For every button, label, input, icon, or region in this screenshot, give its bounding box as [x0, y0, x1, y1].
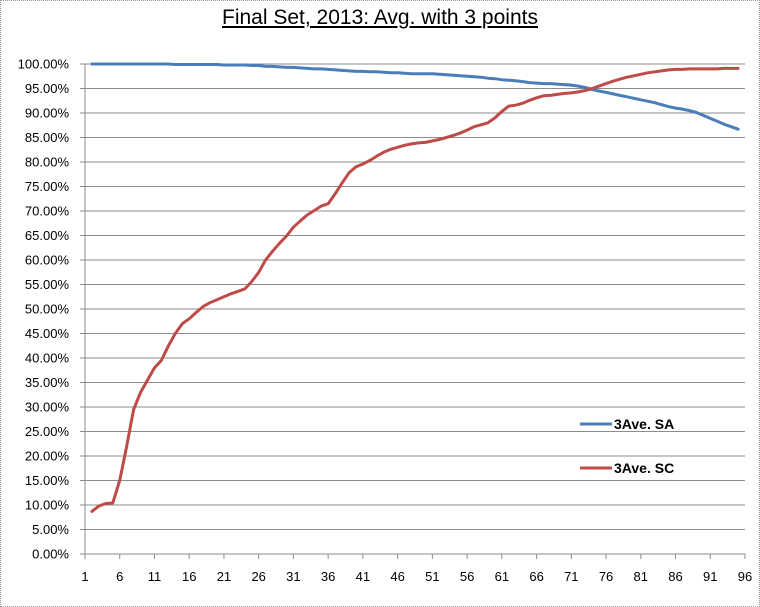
legend: 3Ave. SA 3Ave. SC	[580, 416, 674, 476]
y-tick-label: 80.00%	[25, 155, 70, 170]
y-tick-label: 75.00%	[25, 179, 70, 194]
x-tick-label: 81	[634, 569, 648, 584]
series-line-sc	[90, 66, 740, 513]
y-tick-label: 95.00%	[25, 81, 70, 96]
y-tick-label: 70.00%	[25, 204, 70, 219]
y-tick-label: 50.00%	[25, 302, 70, 317]
y-tick-label: 25.00%	[25, 424, 70, 439]
y-tick-label: 30.00%	[25, 400, 70, 415]
x-tick-label: 41	[356, 569, 370, 584]
x-tick-label: 96	[738, 569, 752, 584]
series-lines	[90, 62, 740, 513]
x-tick-label: 66	[529, 569, 543, 584]
x-tick-label: 76	[599, 569, 613, 584]
chart-title: Final Set, 2013: Avg. with 3 points	[222, 6, 538, 29]
y-tick-label: 15.00%	[25, 473, 70, 488]
y-tick-label: 85.00%	[25, 130, 70, 145]
y-tick-label: 10.00%	[25, 498, 70, 513]
series-line-sa	[90, 62, 740, 131]
axes	[84, 64, 745, 555]
y-tick-label: 0.00%	[32, 547, 69, 562]
x-tick-label: 31	[286, 569, 300, 584]
y-tick-label: 5.00%	[32, 522, 69, 537]
y-tick-label: 20.00%	[25, 449, 70, 464]
x-tick-label: 6	[116, 569, 123, 584]
x-tick-label: 71	[564, 569, 578, 584]
x-tick-label: 21	[217, 569, 231, 584]
y-tick-label: 35.00%	[25, 375, 70, 390]
legend-label: 3Ave. SA	[614, 416, 674, 432]
y-axis-tick-labels: 0.00% 5.00% 10.00% 15.00% 20.00% 25.00% 30.00%…	[18, 57, 70, 562]
y-tick-label: 100.00%	[18, 57, 70, 72]
y-tick-label: 60.00%	[25, 253, 70, 268]
x-tick-label: 26	[251, 569, 265, 584]
x-tick-label: 51	[425, 569, 439, 584]
x-tick-label: 61	[495, 569, 509, 584]
legend-label: 3Ave. SC	[614, 460, 674, 476]
y-tick-label: 55.00%	[25, 277, 70, 292]
y-tick-label: 90.00%	[25, 106, 70, 121]
x-tick-label: 11	[148, 569, 162, 584]
y-tick-label: 40.00%	[25, 351, 70, 366]
x-tick-label: 56	[460, 569, 474, 584]
x-tick-label: 36	[321, 569, 335, 584]
gridlines	[80, 63, 745, 555]
x-axis-tick-labels: 1 6 11 16 21 26 31 36 41 46 51 56 61 66 71 76 81 86 91 96	[81, 554, 752, 584]
x-tick-label: 1	[81, 569, 88, 584]
x-tick-label: 46	[390, 569, 404, 584]
x-tick-label: 16	[182, 569, 196, 584]
x-tick-label: 91	[703, 569, 717, 584]
y-tick-label: 45.00%	[25, 326, 70, 341]
x-tick-label: 86	[668, 569, 682, 584]
y-tick-label: 65.00%	[25, 228, 70, 243]
